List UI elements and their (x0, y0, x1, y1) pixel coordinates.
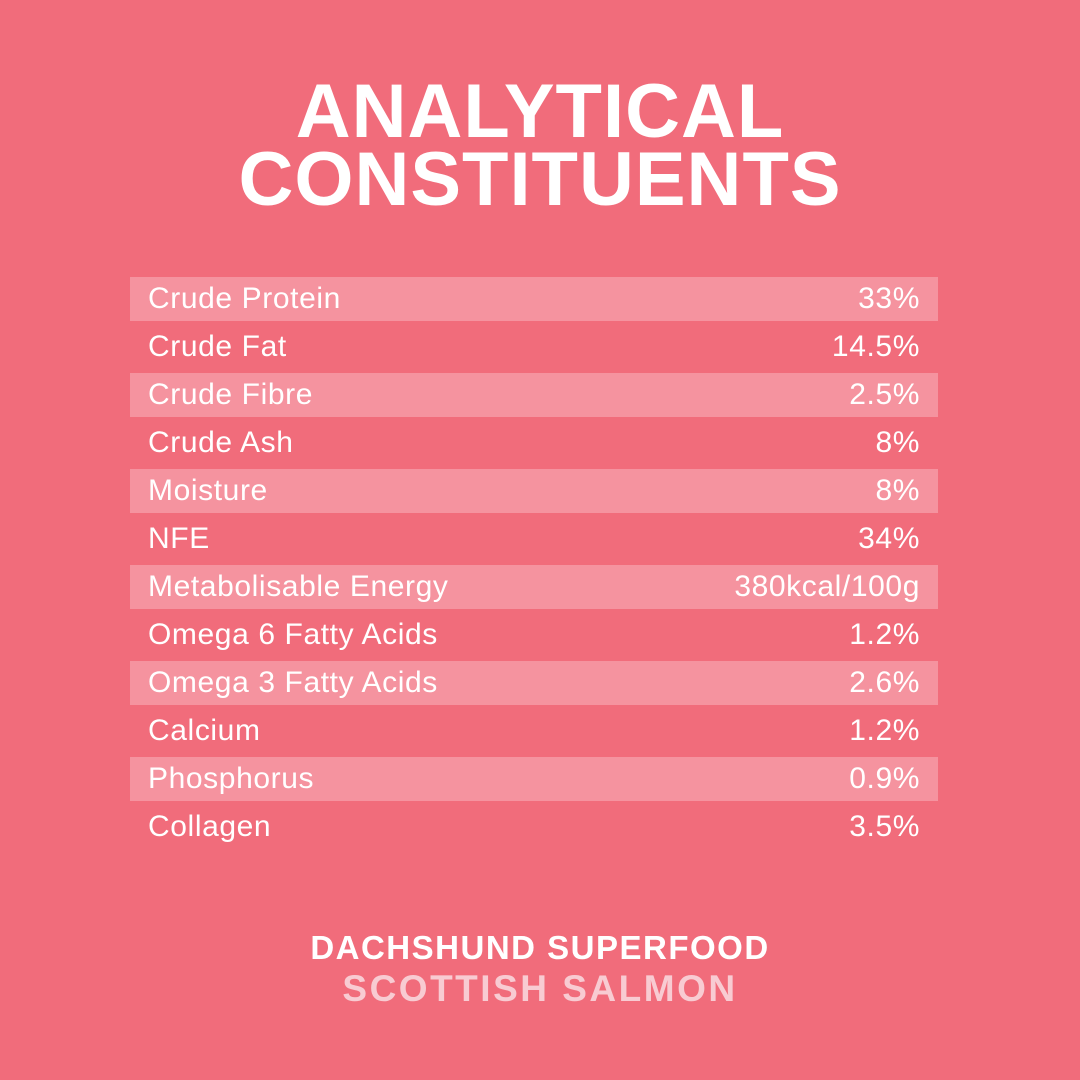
table-row: Crude Ash 8% (130, 421, 938, 465)
table-row: Omega 3 Fatty Acids 2.6% (130, 661, 938, 705)
constituent-value: 8% (875, 426, 920, 459)
table-row: Collagen 3.5% (130, 805, 938, 849)
constituent-label: Moisture (148, 474, 268, 507)
constituent-value: 3.5% (849, 810, 920, 843)
constituent-label: Omega 6 Fatty Acids (148, 618, 438, 651)
constituent-value: 8% (875, 474, 920, 507)
constituent-label: NFE (148, 522, 210, 555)
constituent-label: Calcium (148, 714, 261, 747)
table-row: Phosphorus 0.9% (130, 757, 938, 801)
table-row: Omega 6 Fatty Acids 1.2% (130, 613, 938, 657)
table-row: Crude Protein 33% (130, 277, 938, 321)
constituent-label: Phosphorus (148, 762, 315, 795)
table-row: NFE 34% (130, 517, 938, 561)
table-row: Crude Fat 14.5% (130, 325, 938, 369)
constituent-label: Crude Fat (148, 330, 287, 363)
constituent-value: 33% (858, 282, 920, 315)
constituent-label: Omega 3 Fatty Acids (148, 666, 438, 699)
constituent-value: 34% (858, 522, 920, 555)
brand-name: DACHSHUND SUPERFOOD (310, 929, 770, 966)
footer: DACHSHUND SUPERFOOD SCOTTISH SALMON (0, 929, 1080, 1010)
page-title-line2: CONSTITUENTS (238, 137, 842, 223)
table-row: Moisture 8% (130, 469, 938, 513)
constituent-label: Crude Fibre (148, 378, 313, 411)
constituent-value: 1.2% (849, 618, 920, 651)
constituent-value: 2.5% (849, 378, 920, 411)
constituent-label: Collagen (148, 810, 272, 843)
product-name: SCOTTISH SALMON (342, 968, 738, 1009)
constituent-label: Metabolisable Energy (148, 570, 449, 603)
table-row: Metabolisable Energy 380kcal/100g (130, 565, 938, 609)
analytical-constituents-table: Crude Protein 33% Crude Fat 14.5% Crude … (130, 277, 938, 853)
constituent-value: 2.6% (849, 666, 920, 699)
constituent-value: 0.9% (849, 762, 920, 795)
constituent-value: 380kcal/100g (734, 570, 920, 603)
page-title-line1: ANALYTICAL (295, 69, 785, 154)
page-title: ANALYTICAL CONSTITUENTS (0, 69, 1080, 223)
constituent-label: Crude Ash (148, 426, 294, 459)
table-row: Calcium 1.2% (130, 709, 938, 753)
constituent-value: 1.2% (849, 714, 920, 747)
constituent-label: Crude Protein (148, 282, 341, 315)
constituent-value: 14.5% (831, 330, 920, 363)
table-row: Crude Fibre 2.5% (130, 373, 938, 417)
